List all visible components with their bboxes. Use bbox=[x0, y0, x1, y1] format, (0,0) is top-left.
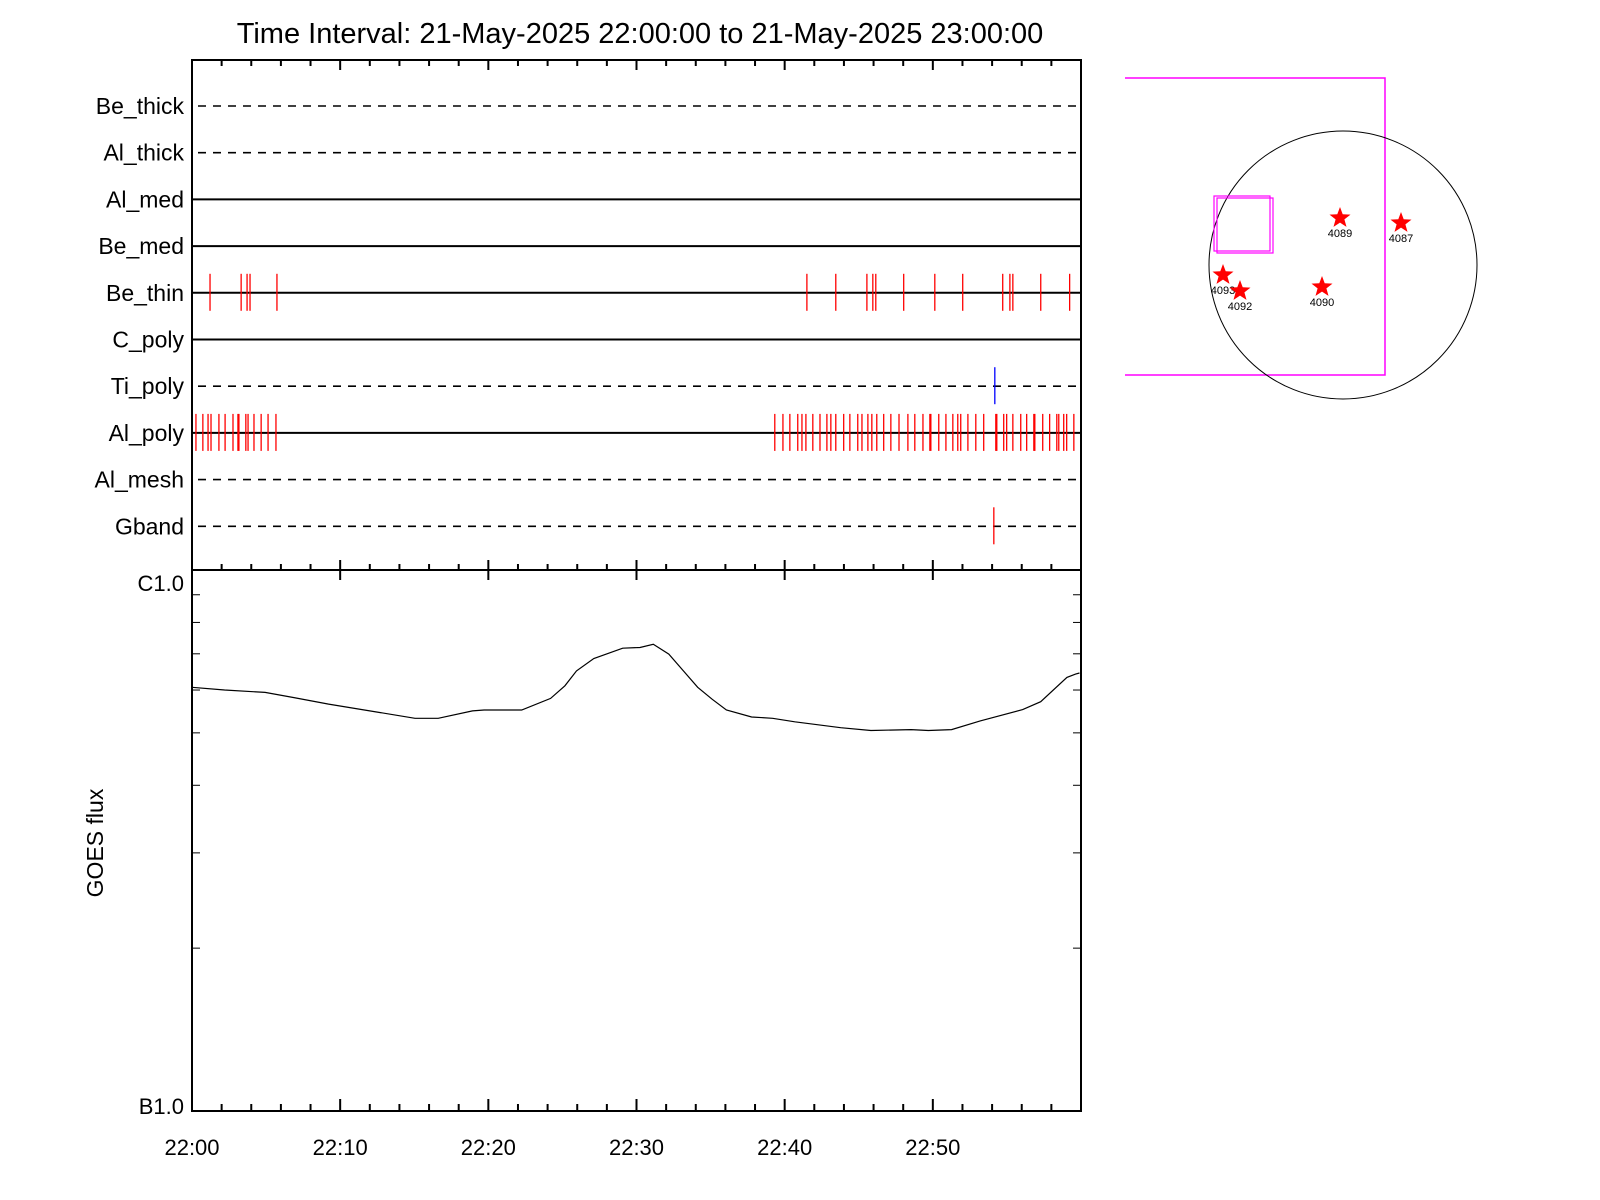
goes-frame bbox=[191, 569, 1082, 1112]
x-tick-label: 22:10 bbox=[313, 1135, 368, 1160]
row-label-al_mesh: Al_mesh bbox=[95, 467, 184, 493]
solar-disk-map: 4089 4087 4093 4092 4090 bbox=[1125, 77, 1478, 400]
field-of-view-box bbox=[1125, 77, 1386, 376]
chart-title: Time Interval: 21-May-2025 22:00:00 to 2… bbox=[237, 18, 1044, 50]
active-region-label: 4090 bbox=[1310, 297, 1334, 309]
active-region-star-icon bbox=[1390, 212, 1412, 232]
row-label-be_thin: Be_thin bbox=[106, 280, 184, 306]
pointing-box bbox=[1213, 195, 1271, 252]
row-label-gband: Gband bbox=[115, 513, 184, 539]
active-region-star-icon bbox=[1229, 280, 1251, 300]
active-region-label: 4092 bbox=[1228, 301, 1252, 313]
y-tick-label-top: C1.0 bbox=[138, 571, 184, 596]
active-region-star-icon bbox=[1311, 276, 1333, 296]
active-region-star-icon bbox=[1329, 207, 1351, 227]
active-region-star-icon bbox=[1212, 264, 1234, 284]
pointing-box bbox=[1216, 197, 1274, 254]
x-tick-label: 22:20 bbox=[461, 1135, 516, 1160]
active-region-label: 4093 bbox=[1211, 285, 1235, 297]
active-region-label: 4087 bbox=[1389, 233, 1413, 245]
solar-limb bbox=[1208, 130, 1478, 400]
event-raster-panel: Be_thick Al_thick Al_med Be_med Be_thin C_pol… bbox=[95, 59, 1082, 580]
active-region-label: 4089 bbox=[1328, 228, 1352, 240]
row-label-ti_poly: Ti_poly bbox=[111, 373, 185, 399]
row-label-be_thick: Be_thick bbox=[96, 93, 185, 119]
x-tick-label: 22:00 bbox=[164, 1135, 219, 1160]
x-tick-label: 22:50 bbox=[905, 1135, 960, 1160]
row-label-al_poly: Al_poly bbox=[109, 420, 185, 446]
y-axis-label: GOES flux bbox=[82, 788, 108, 897]
goes-flux-line bbox=[191, 643, 1080, 732]
x-tick-label: 22:30 bbox=[609, 1135, 664, 1160]
raster-frame bbox=[191, 59, 1082, 571]
goes-flux-panel: GOES flux C1.0 B1.0 22:00 22:10 22:20 22:30… bbox=[82, 569, 1082, 1160]
y-tick-label-bottom: B1.0 bbox=[139, 1094, 184, 1119]
row-label-al_med: Al_med bbox=[106, 186, 184, 212]
row-label-c_poly: C_poly bbox=[112, 327, 184, 353]
row-label-be_med: Be_med bbox=[98, 233, 184, 259]
x-tick-label: 22:40 bbox=[757, 1135, 812, 1160]
row-label-al_thick: Al_thick bbox=[103, 140, 184, 166]
